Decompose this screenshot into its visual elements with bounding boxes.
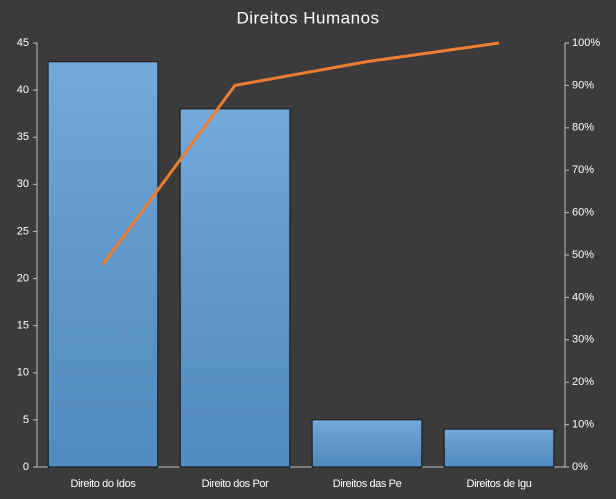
chart-title: Direitos Humanos bbox=[236, 8, 379, 27]
y2-tick-label: 30% bbox=[572, 334, 594, 346]
y2-tick-label: 90% bbox=[572, 79, 594, 91]
x-tick-label: Direito dos Por bbox=[202, 478, 269, 490]
x-tick-label: Direito do Idos bbox=[71, 478, 137, 490]
y-tick-label: 30 bbox=[17, 178, 29, 190]
bar-shade bbox=[180, 108, 290, 467]
y2-tick-label: 100% bbox=[572, 37, 600, 49]
y-tick-label: 45 bbox=[17, 37, 29, 49]
y2-tick-label: 70% bbox=[572, 164, 594, 176]
y-tick-label: 25 bbox=[17, 225, 29, 237]
y-tick-label: 5 bbox=[23, 414, 29, 426]
y2-tick-label: 50% bbox=[572, 249, 594, 261]
y-tick-label: 20 bbox=[17, 272, 29, 284]
line bbox=[101, 41, 500, 266]
x-tick-label: Direitos de Igu bbox=[467, 478, 532, 490]
bar-shade bbox=[444, 429, 554, 467]
y2-tick-label: 0% bbox=[572, 461, 588, 473]
y-tick-label: 0 bbox=[23, 461, 29, 473]
bar-shade bbox=[48, 61, 158, 467]
y2-tick-label: 20% bbox=[572, 376, 594, 388]
y2-tick-label: 60% bbox=[572, 207, 594, 219]
y-tick-label: 10 bbox=[17, 367, 29, 379]
y2-tick-label: 80% bbox=[572, 122, 594, 134]
y-tick-label: 15 bbox=[17, 320, 29, 332]
y-tick-label: 40 bbox=[17, 84, 29, 96]
bar-shade bbox=[312, 419, 422, 467]
x-tick-label: Direitos das Pe bbox=[333, 478, 402, 490]
y2-tick-label: 10% bbox=[572, 419, 594, 431]
y-tick-label: 35 bbox=[17, 131, 29, 143]
y2-tick-label: 40% bbox=[572, 291, 594, 303]
